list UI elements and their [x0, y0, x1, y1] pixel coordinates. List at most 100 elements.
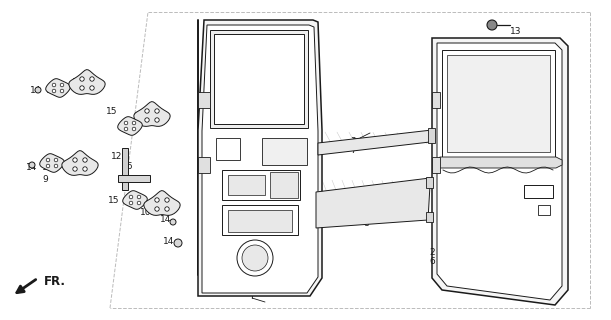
Text: 13: 13	[510, 27, 522, 36]
Circle shape	[54, 164, 58, 168]
Polygon shape	[432, 38, 568, 305]
Text: 15: 15	[106, 107, 117, 116]
Polygon shape	[210, 30, 308, 128]
Circle shape	[145, 118, 149, 122]
Polygon shape	[432, 157, 440, 173]
Polygon shape	[262, 138, 307, 165]
Circle shape	[60, 83, 64, 87]
Polygon shape	[40, 154, 64, 172]
Text: 6: 6	[429, 257, 435, 266]
Circle shape	[73, 158, 77, 162]
Text: 7: 7	[350, 146, 356, 155]
Circle shape	[137, 195, 141, 199]
Circle shape	[83, 158, 87, 162]
Polygon shape	[437, 157, 562, 168]
Circle shape	[237, 240, 273, 276]
Circle shape	[155, 118, 159, 122]
Polygon shape	[318, 130, 432, 155]
Circle shape	[46, 164, 50, 168]
Circle shape	[137, 201, 141, 205]
Circle shape	[487, 20, 497, 30]
Circle shape	[73, 167, 77, 171]
Circle shape	[129, 201, 133, 205]
Circle shape	[124, 121, 128, 125]
Polygon shape	[144, 191, 180, 215]
Polygon shape	[228, 175, 265, 195]
Text: 10: 10	[72, 78, 84, 87]
Text: 14: 14	[163, 237, 174, 246]
Circle shape	[80, 77, 84, 81]
Circle shape	[174, 239, 182, 247]
Polygon shape	[69, 70, 105, 94]
Circle shape	[155, 109, 159, 113]
Circle shape	[90, 86, 94, 90]
Polygon shape	[447, 55, 550, 152]
Circle shape	[145, 109, 149, 113]
Polygon shape	[222, 205, 298, 235]
Polygon shape	[316, 178, 430, 228]
Polygon shape	[134, 102, 170, 126]
Polygon shape	[202, 25, 318, 293]
Circle shape	[52, 83, 56, 87]
Polygon shape	[62, 151, 98, 175]
Polygon shape	[123, 191, 147, 209]
Polygon shape	[214, 34, 304, 124]
Text: 9: 9	[42, 175, 48, 184]
Circle shape	[52, 89, 56, 93]
Circle shape	[35, 87, 41, 93]
Text: 14: 14	[30, 86, 42, 95]
Text: 14: 14	[26, 163, 37, 172]
Circle shape	[155, 207, 159, 211]
Text: 5: 5	[249, 286, 255, 295]
Circle shape	[80, 86, 84, 90]
Circle shape	[90, 77, 94, 81]
Polygon shape	[428, 128, 435, 143]
Circle shape	[242, 245, 268, 271]
Polygon shape	[442, 50, 555, 157]
Polygon shape	[228, 210, 292, 232]
Circle shape	[155, 198, 159, 202]
Text: 11: 11	[133, 196, 144, 205]
Polygon shape	[270, 172, 298, 198]
Polygon shape	[538, 205, 550, 215]
Text: 16: 16	[122, 162, 133, 171]
Circle shape	[170, 219, 176, 225]
Circle shape	[60, 89, 64, 93]
Polygon shape	[46, 79, 70, 97]
Polygon shape	[222, 170, 300, 200]
Text: 12: 12	[111, 152, 122, 161]
Polygon shape	[524, 185, 553, 198]
Text: FR.: FR.	[44, 275, 66, 288]
Polygon shape	[216, 138, 240, 160]
Circle shape	[129, 195, 133, 199]
Circle shape	[132, 127, 136, 131]
Polygon shape	[432, 92, 440, 108]
Polygon shape	[426, 212, 433, 222]
Polygon shape	[122, 148, 128, 190]
Polygon shape	[198, 157, 210, 173]
Circle shape	[165, 198, 169, 202]
Text: 1: 1	[249, 278, 255, 287]
Polygon shape	[198, 20, 322, 296]
Text: 8: 8	[363, 219, 369, 228]
Text: 15: 15	[108, 196, 120, 205]
Text: 14: 14	[160, 215, 171, 224]
Text: 15: 15	[46, 86, 57, 95]
Circle shape	[165, 207, 169, 211]
Text: 15: 15	[42, 163, 54, 172]
Polygon shape	[426, 177, 433, 188]
Polygon shape	[198, 92, 210, 108]
Polygon shape	[118, 117, 142, 135]
Circle shape	[46, 158, 50, 162]
Circle shape	[54, 158, 58, 162]
Circle shape	[83, 167, 87, 171]
Circle shape	[29, 162, 35, 168]
Circle shape	[132, 121, 136, 125]
Circle shape	[124, 127, 128, 131]
Polygon shape	[437, 43, 562, 300]
Polygon shape	[118, 175, 150, 182]
Text: 4: 4	[363, 210, 368, 219]
Text: 9: 9	[133, 112, 139, 121]
Text: 3: 3	[350, 137, 356, 146]
Text: 10: 10	[140, 208, 152, 217]
